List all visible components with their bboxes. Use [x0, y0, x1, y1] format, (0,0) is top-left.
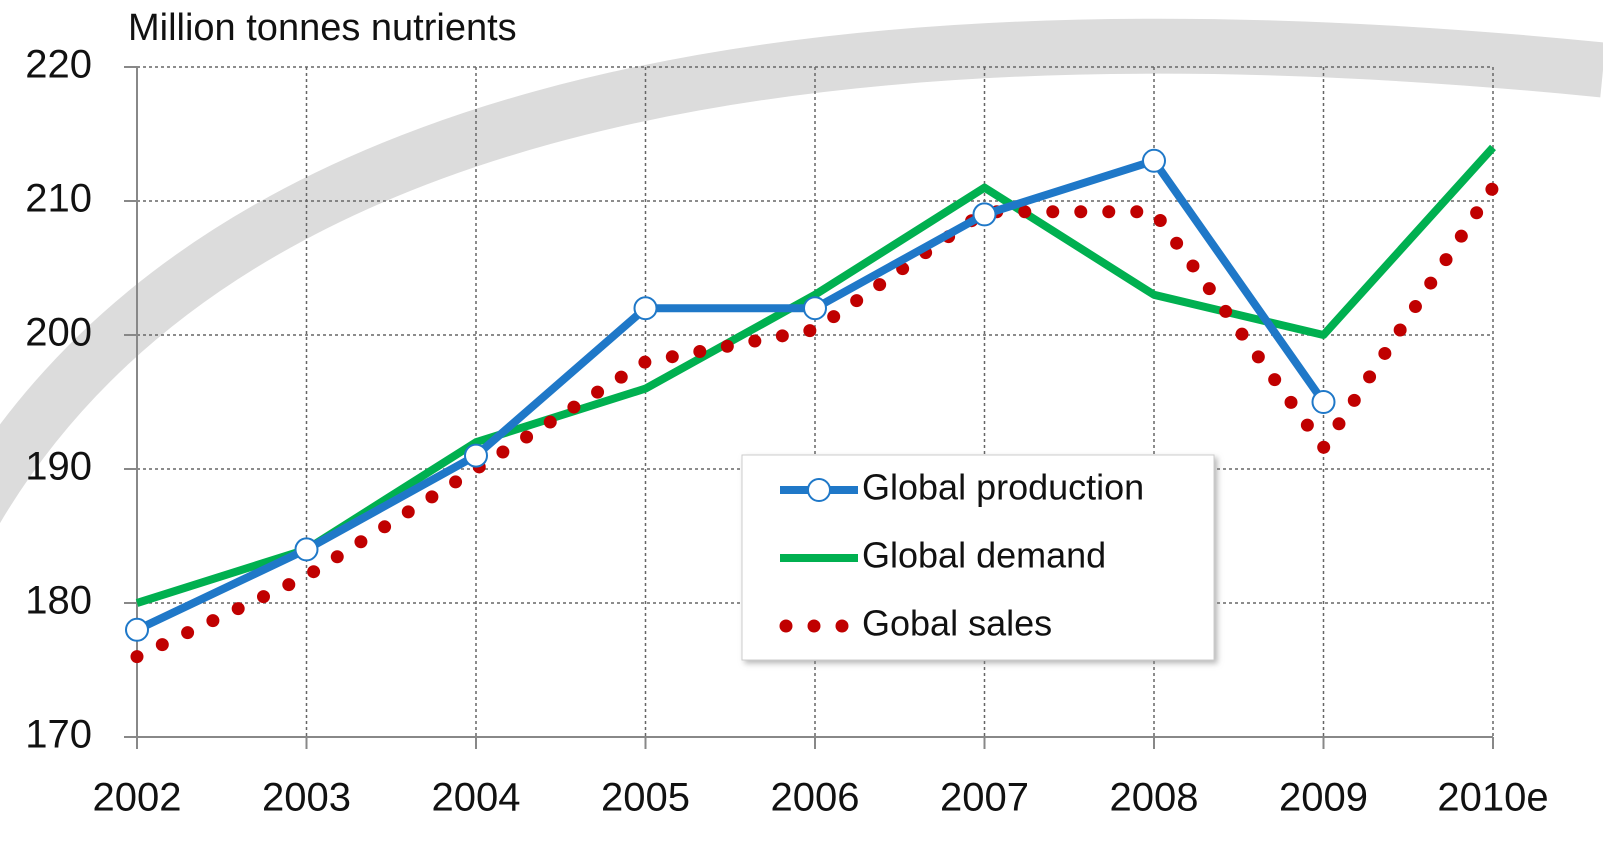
marker [1142, 148, 1166, 173]
y-tick-label: 200 [25, 311, 92, 355]
y-tick-label: 210 [25, 177, 92, 221]
legend-label: Global demand [862, 535, 1106, 576]
legend-marker [807, 478, 831, 502]
x-tick-label: 2005 [601, 776, 690, 820]
grid: 170 180 190 200 210 220 2002 2003 2004 2005 2006 20… [25, 43, 1548, 820]
x-tick-label: 2004 [432, 776, 521, 820]
legend-label: Global production [862, 467, 1144, 508]
y-tick-label: 220 [25, 43, 92, 87]
legend-label: Gobal sales [862, 603, 1052, 644]
x-tick-label: 2007 [940, 776, 1029, 820]
marker [464, 443, 488, 468]
axis-title: Million tonnes nutrients [128, 7, 517, 49]
background-arc [0, 18, 1603, 524]
legend: Global production Global demand Gobal sale… [741, 454, 1215, 661]
plot [125, 144, 1500, 664]
x-tick-label: 2006 [771, 776, 860, 820]
x-tick-label: 2002 [93, 776, 182, 820]
x-tick-label: 2008 [1110, 776, 1199, 820]
marker [972, 202, 997, 227]
y-tick-label: 180 [25, 579, 92, 623]
series-line [130, 181, 1500, 664]
y-tick-label: 170 [25, 713, 92, 757]
marker [1311, 390, 1336, 414]
x-tick-label: 2009 [1279, 776, 1368, 820]
series-line [135, 156, 1327, 634]
marker [125, 617, 149, 642]
marker [633, 296, 658, 321]
y-tick-label: 190 [25, 445, 92, 489]
marker [803, 296, 827, 321]
x-tick-label: 2003 [262, 776, 351, 820]
x-tick-label: 2010e [1437, 776, 1548, 820]
marker [294, 537, 319, 562]
